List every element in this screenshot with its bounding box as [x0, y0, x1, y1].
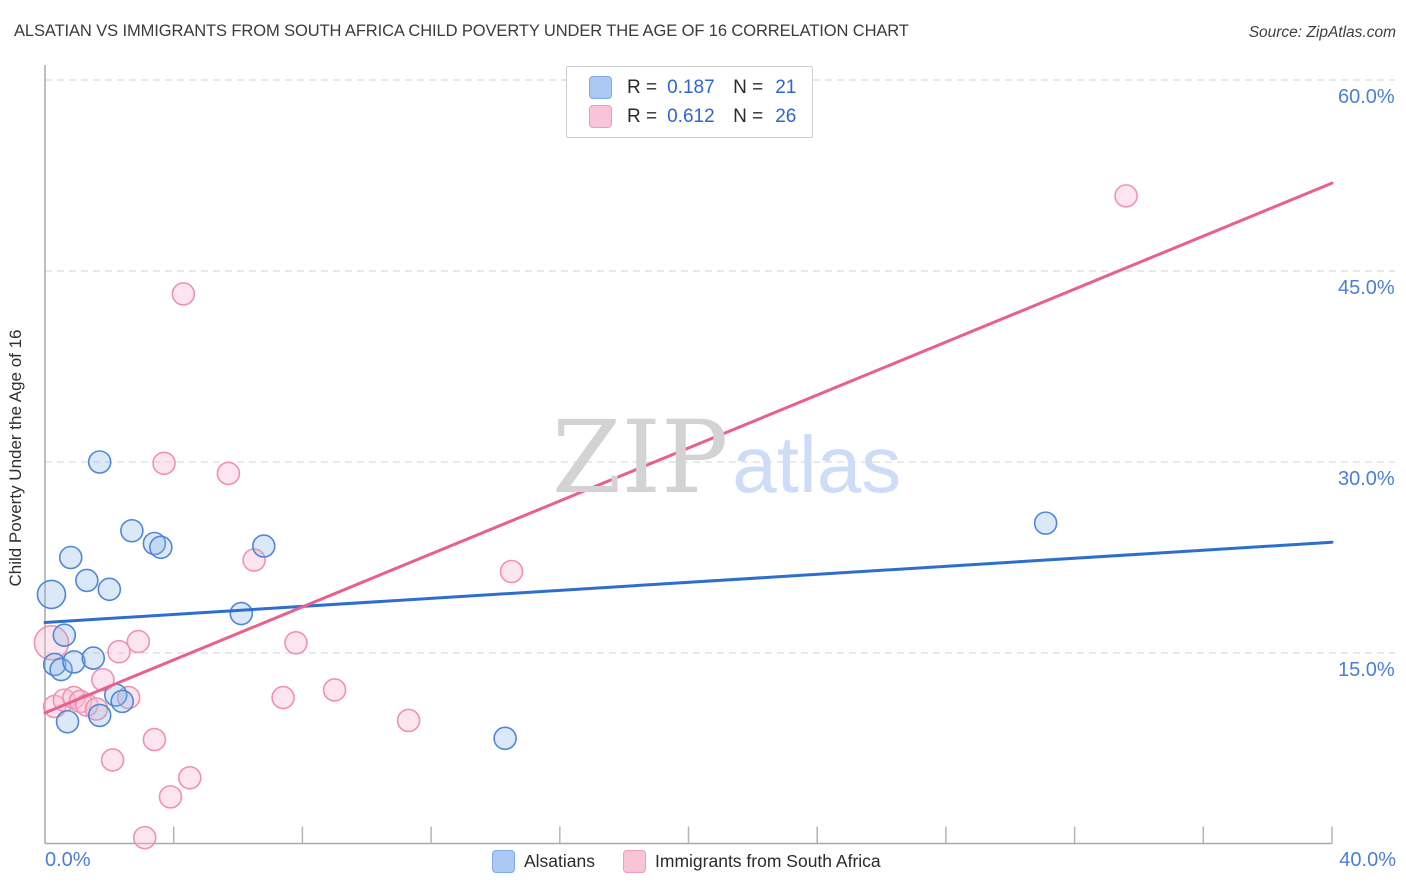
alsatians-point [149, 535, 173, 560]
page-title: ALSATIAN VS IMMIGRANTS FROM SOUTH AFRICA… [14, 22, 909, 40]
immigrants-from-south-africa-trendline [43, 181, 1334, 715]
n-value: 21 [775, 76, 797, 98]
source-credit: Source: ZipAtlas.com [1248, 24, 1396, 41]
stats-row-immigrants: R = 0.612 N = 26 [589, 104, 812, 129]
alsatians-point [62, 650, 86, 674]
stats-row-alsatians: R = 0.187 N = 21 [589, 75, 812, 100]
alsatians-point [251, 534, 276, 558]
y-tick-15: 15.0% [1338, 659, 1395, 681]
legend-item-alsatians: Alsatians [492, 850, 595, 873]
alsatians-point [87, 703, 112, 728]
alsatians-point [229, 601, 254, 626]
y-tick-60: 60.0% [1338, 86, 1395, 108]
alsatians-point [493, 726, 517, 751]
r-value: 0.187 [667, 76, 715, 98]
y-axis-title: Child Poverty Under the Age of 16 [6, 329, 25, 587]
alsatians-point [36, 579, 67, 610]
legend-label: Immigrants from South Africa [655, 851, 881, 871]
alsatians-swatch-icon [492, 850, 515, 873]
alsatians-point [49, 657, 73, 682]
immigrants-from-south-africa-point [126, 629, 151, 654]
correlation-stats-legend: R = 0.187 N = 21 R = 0.612 N = 26 [566, 66, 813, 138]
immigrants-from-south-africa-point [33, 625, 70, 661]
r-label: R = [627, 76, 658, 98]
immigrants-from-south-africa-point [84, 697, 109, 721]
immigrants-from-south-africa-point [499, 559, 524, 584]
immigrants-from-south-africa-point [171, 282, 196, 306]
n-value: 26 [775, 105, 797, 127]
immigrants-from-south-africa-point [216, 461, 241, 486]
immigrants-from-south-africa-point [242, 548, 266, 572]
alsatians-point [81, 646, 106, 670]
immigrants-from-south-africa-point [158, 785, 183, 809]
immigrants-from-south-africa-point [396, 708, 421, 733]
immigrants-swatch-icon [623, 850, 647, 873]
x-tick-max: 40.0% [1339, 849, 1396, 871]
immigrants-from-south-africa-point [142, 727, 167, 752]
r-value: 0.612 [667, 105, 715, 127]
alsatians-swatch-icon [589, 76, 612, 99]
immigrants-from-south-africa-point [177, 765, 202, 790]
alsatians-point [87, 450, 112, 474]
immigrants-from-south-africa-point [1114, 184, 1138, 208]
alsatians-point [97, 577, 122, 602]
immigrants-from-south-africa-point [271, 685, 295, 710]
y-tick-30: 30.0% [1338, 468, 1395, 490]
alsatians-point [1033, 511, 1058, 535]
immigrants-from-south-africa-point [132, 825, 157, 850]
x-tick-min: 0.0% [45, 849, 91, 871]
alsatians-point [142, 531, 167, 556]
immigrants-from-south-africa-point [284, 631, 308, 655]
series-legend: Alsatians Immigrants from South Africa [492, 850, 899, 873]
immigrants-from-south-africa-point [107, 639, 131, 664]
legend-item-immigrants: Immigrants from South Africa [623, 850, 881, 873]
alsatians-point [52, 623, 77, 647]
n-label: N = [733, 76, 764, 98]
immigrants-from-south-africa-point [100, 748, 125, 772]
immigrants-from-south-africa-point [322, 678, 347, 702]
y-tick-45: 45.0% [1338, 277, 1395, 299]
immigrants-from-south-africa-point [152, 451, 176, 476]
alsatians-point [120, 518, 144, 543]
legend-label: Alsatians [524, 851, 596, 871]
n-label: N = [733, 105, 764, 127]
alsatians-point [55, 709, 80, 734]
alsatians-point [75, 568, 99, 593]
r-label: R = [627, 105, 658, 127]
alsatians-point [58, 545, 83, 570]
alsatians-point [110, 689, 135, 714]
alsatians-trendline [43, 540, 1334, 624]
immigrants-swatch-icon [589, 105, 612, 128]
